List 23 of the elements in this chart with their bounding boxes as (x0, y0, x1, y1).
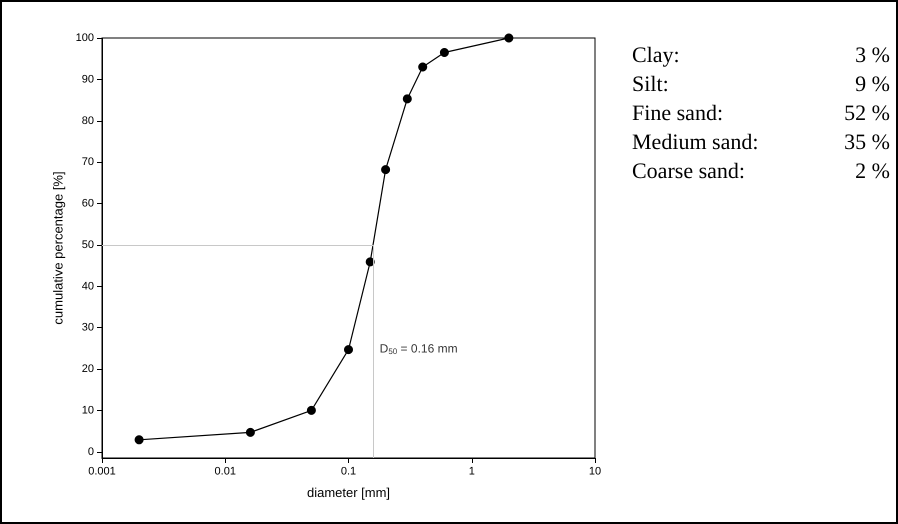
y-tick-label: 10 (82, 404, 94, 416)
y-tick-label: 40 (82, 280, 94, 292)
x-tick-label: 1 (468, 466, 475, 478)
x-tick-label: 0.01 (214, 466, 236, 478)
x-tick-label: 0.1 (340, 466, 356, 478)
text: Coarse sand: 2 % (632, 158, 890, 183)
x-tick-label: 10 (588, 466, 602, 478)
x-axis-title: diameter [mm] (306, 485, 390, 500)
y-tick-label: 20 (82, 363, 94, 376)
y-tick-label: 0 (88, 446, 94, 458)
text: Clay: 3 % (632, 42, 890, 67)
y-axis-title: cumulative percentage [%] (50, 171, 66, 325)
y-tick-label: 70 (82, 156, 94, 168)
y-tick-label: 30 (82, 322, 94, 334)
y-tick-label: 80 (82, 114, 94, 127)
y-tick-label: 90 (82, 73, 94, 86)
text: Medium sand: 35 % (632, 129, 890, 154)
y-tick-label: 60 (82, 198, 94, 210)
y-tick-label: 100 (76, 32, 94, 44)
text: Fine sand: 52 % (632, 100, 890, 125)
text: Silt: 9 % (632, 71, 890, 96)
x-tick-label: 0.001 (88, 466, 116, 478)
y-tick-label: 50 (82, 238, 94, 251)
